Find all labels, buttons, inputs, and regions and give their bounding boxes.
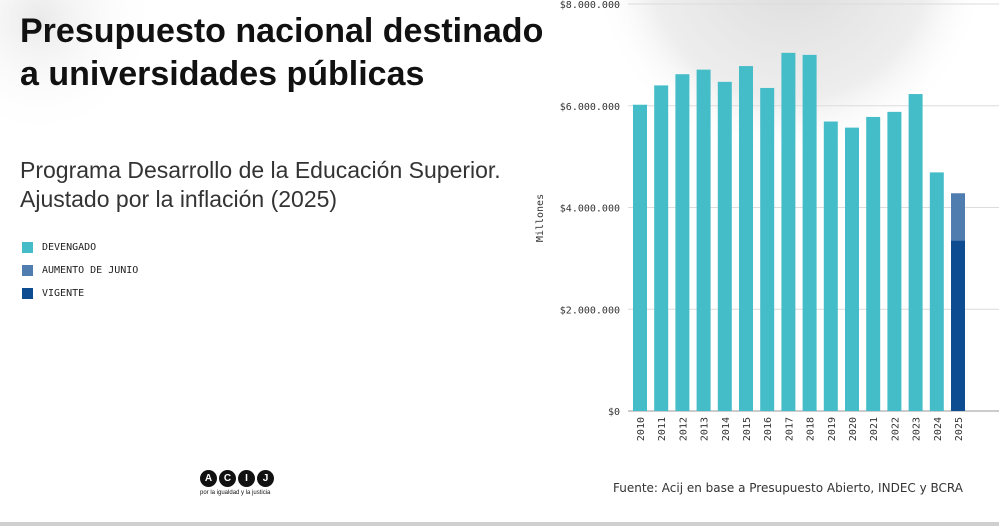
bar-vigente-2025 xyxy=(951,240,965,411)
bar-devengado-2013 xyxy=(696,69,711,411)
bar-devengado-2019 xyxy=(823,121,838,412)
legend-swatch xyxy=(22,265,33,276)
bar-aumento-de-junio-2025 xyxy=(951,193,965,241)
logo-letter: C xyxy=(219,470,236,487)
bar-devengado-2020 xyxy=(845,127,859,411)
bar-devengado-2018 xyxy=(802,54,817,411)
bar-devengado-2024 xyxy=(929,172,944,411)
y-tick-label: $8.000.000 xyxy=(560,0,620,11)
bar-chart: $0 $2.000.000 $4.000.000 $6.000.000 $8.000.0… xyxy=(535,0,999,441)
page-title: Presupuesto nacional destinado a univers… xyxy=(20,12,544,93)
x-tick-label: 2011 xyxy=(657,417,668,441)
x-tick-label: 2014 xyxy=(721,417,732,441)
logo-letter: J xyxy=(257,470,274,487)
x-tick-label: 2012 xyxy=(678,417,689,441)
legend-label: DEVENGADO xyxy=(42,242,97,253)
x-tick-label: 2019 xyxy=(827,417,838,441)
bar-devengado-2011 xyxy=(654,85,669,412)
y-tick-label: $4.000.000 xyxy=(560,204,620,215)
bottom-divider xyxy=(0,522,999,526)
bar-devengado-2022 xyxy=(887,111,902,411)
x-tick-label: 2021 xyxy=(869,417,880,441)
page-subtitle: Programa Desarrollo de la Educación Supe… xyxy=(20,157,501,212)
chart-legend: DEVENGADO AUMENTO DE JUNIO VIGENTE xyxy=(22,236,138,305)
acij-logo: A C I J por la igualdad y la justicia xyxy=(200,470,298,496)
logo-letters: A C I J xyxy=(200,470,298,487)
legend-item-devengado: DEVENGADO xyxy=(22,236,138,259)
bar-devengado-2014 xyxy=(717,81,732,412)
source-note: Fuente: Acij en base a Presupuesto Abier… xyxy=(613,481,963,495)
legend-swatch xyxy=(22,242,33,253)
bar-devengado-2015 xyxy=(739,66,753,411)
y-tick-label: $0 xyxy=(608,407,620,418)
x-tick-label: 2018 xyxy=(806,417,817,441)
x-tick-label: 2025 xyxy=(954,417,965,441)
legend-label: VIGENTE xyxy=(42,288,85,299)
x-tick-label: 2017 xyxy=(784,417,795,441)
y-tick-label: $6.000.000 xyxy=(560,102,620,113)
bar-devengado-2023 xyxy=(908,94,923,411)
x-tick-label: 2020 xyxy=(848,417,859,441)
x-tick-label: 2013 xyxy=(700,417,711,441)
y-axis-label: Millones xyxy=(535,194,546,242)
bar-devengado-2010 xyxy=(633,104,647,412)
x-tick-label: 2010 xyxy=(636,417,647,441)
logo-letter: I xyxy=(238,470,255,487)
legend-label: AUMENTO DE JUNIO xyxy=(42,265,139,276)
legend-swatch xyxy=(22,288,33,299)
bar-devengado-2017 xyxy=(781,52,796,412)
x-tick-label: 2023 xyxy=(912,417,923,441)
bar-devengado-2012 xyxy=(675,74,690,412)
bar-devengado-2016 xyxy=(760,87,775,411)
bar-devengado-2021 xyxy=(866,116,881,411)
y-tick-label: $2.000.000 xyxy=(560,305,620,316)
legend-item-vigente: VIGENTE xyxy=(22,282,138,305)
logo-letter: A xyxy=(200,470,217,487)
x-tick-label: 2015 xyxy=(742,417,753,441)
x-tick-label: 2016 xyxy=(763,417,774,441)
legend-item-aumento-de-junio: AUMENTO DE JUNIO xyxy=(22,259,138,282)
logo-tagline: por la igualdad y la justicia xyxy=(200,490,271,496)
x-tick-label: 2022 xyxy=(890,417,901,441)
x-tick-label: 2024 xyxy=(933,417,944,441)
